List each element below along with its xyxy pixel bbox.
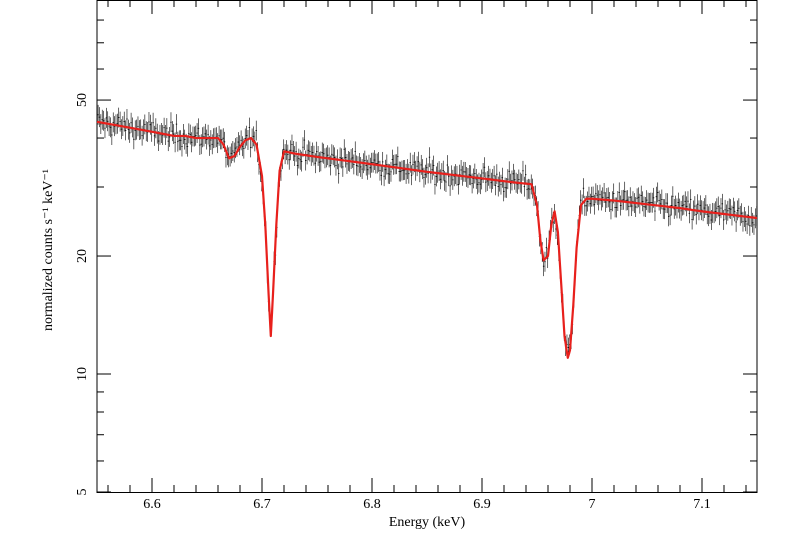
y-tick-label: 50 (75, 93, 90, 107)
x-tick-labels: 6.6 6.7 6.8 6.9 7 7.1 (143, 497, 711, 512)
y-tick-label: 5 (75, 489, 90, 496)
plot-frame (96, 0, 758, 493)
major-ticks (97, 0, 757, 493)
x-tick-label: 6.8 (363, 497, 381, 512)
model-layer (96, 120, 758, 359)
x-axis-title: Energy (keV) (389, 515, 466, 530)
x-tick-label: 6.6 (143, 497, 161, 512)
x-tick-label: 7 (589, 497, 596, 512)
x-tick-label: 6.9 (473, 497, 491, 512)
y-tick-label: 20 (75, 249, 90, 263)
data-points (97, 104, 758, 358)
minor-ticks (97, 0, 757, 492)
y-axis-title: normalized counts s⁻¹ keV⁻¹ (41, 169, 56, 331)
x-tick-label: 6.7 (253, 497, 271, 512)
x-tick-label: 7.1 (693, 497, 711, 512)
y-tick-labels: 5 10 20 50 (75, 93, 90, 495)
y-tick-label: 10 (75, 367, 90, 381)
model-line (96, 120, 758, 359)
